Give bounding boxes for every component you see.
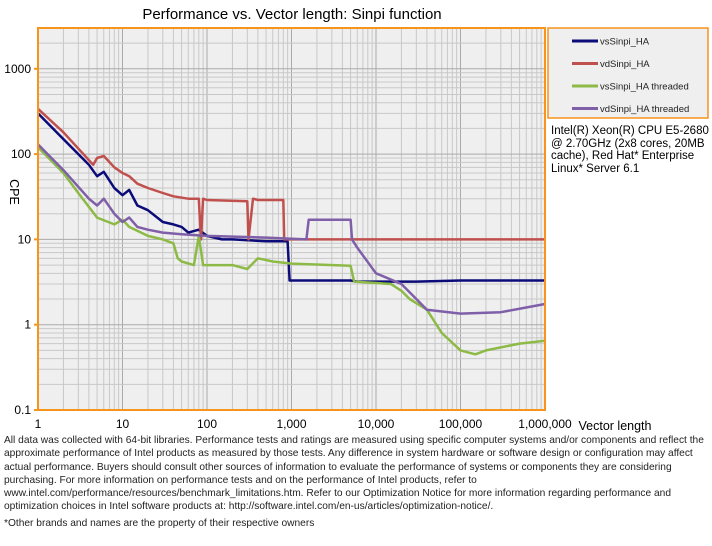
footnote-text: *Other brands and names are the property… <box>4 518 315 529</box>
tick-labels: 1 10 100 1,000 10,000 100,000 1,000,000 0.1 1 10 1… <box>4 62 572 431</box>
series-line <box>37 112 545 283</box>
cpu-info: Intel(R) Xeon(R) CPU E5-2680 @ 2.70GHz (… <box>551 125 709 175</box>
x-tick-label: 10 <box>116 417 130 431</box>
legend: vsSinpi_HA vdSinpi_HA vsSinpi_HA threaded v… <box>572 37 689 115</box>
y-tick-label: 1000 <box>4 62 31 76</box>
legend-label: vsSinpi_HA threaded <box>600 82 689 93</box>
x-tick-label: 10,000 <box>358 417 395 431</box>
x-axis-label: Vector length <box>579 419 652 433</box>
legend-label: vdSinpi_HA <box>600 59 650 70</box>
x-tick-label: 100,000 <box>439 417 483 431</box>
legend-box <box>547 27 709 119</box>
series-line <box>37 143 546 315</box>
y-axis-label: CPE <box>7 179 21 205</box>
plot-frame <box>37 27 546 411</box>
x-tick-label: 100 <box>197 417 217 431</box>
x-tick-label: 1,000,000 <box>518 417 572 431</box>
x-tick-label: 1 <box>35 417 42 431</box>
legend-label: vsSinpi_HA <box>600 37 650 48</box>
legend-label: vdSinpi_HA threaded <box>600 104 689 115</box>
series-line <box>37 107 545 241</box>
chart-title: Performance vs. Vector length: Sinpi fun… <box>142 6 441 23</box>
x-tick-label: 1,000 <box>276 417 306 431</box>
y-tick-label: 0.1 <box>14 403 31 417</box>
y-tick-label: 10 <box>18 232 32 246</box>
disclaimer-text: All data was collected with 64-bit libra… <box>4 435 704 513</box>
y-tick-label: 1 <box>24 318 31 332</box>
y-tick-label: 100 <box>11 147 31 161</box>
series-lines <box>37 107 546 356</box>
